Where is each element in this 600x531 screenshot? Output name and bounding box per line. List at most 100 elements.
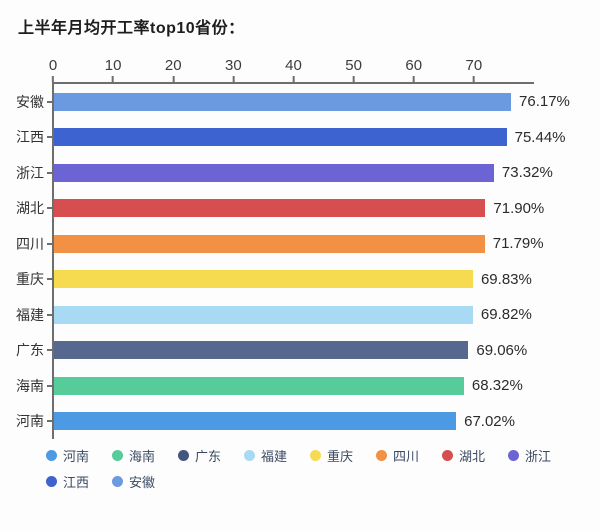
legend-item[interactable]: 江西 [46,473,92,490]
value-label: 71.79% [492,235,544,253]
bar[interactable] [54,412,457,431]
bar[interactable] [54,234,485,253]
legend-dot-icon [310,449,321,461]
bar-row: 福建 69.82% [16,297,534,333]
bar[interactable] [54,341,469,360]
x-axis-tick: 40 [285,55,302,82]
legend-dot-icon [46,475,57,487]
x-axis-tick: 30 [225,55,242,82]
legend-item[interactable]: 河南 [46,447,92,464]
legend: 河南 海南 广东 福建 重庆 四川 湖北 浙江 江西 安徽 [46,447,570,490]
category-label: 河南 [16,413,44,430]
category-label: 广东 [16,342,44,359]
x-axis-tick-mark [292,76,295,82]
x-axis: 0 10 20 30 40 50 60 70 [49,52,534,82]
category-label: 重庆 [16,271,44,288]
legend-dot-icon [178,449,189,461]
legend-label: 安徽 [129,474,156,490]
bar[interactable] [54,92,512,111]
x-axis-tick-mark [412,76,415,82]
x-axis-tick: 50 [345,55,362,82]
legend-dot-icon [244,449,255,461]
category-tick-mark [47,242,52,245]
legend-label: 广东 [195,448,222,464]
legend-item[interactable]: 四川 [376,447,422,464]
x-axis-tick-label: 70 [465,57,483,74]
x-axis-tick-label: 60 [405,57,423,74]
bar[interactable] [54,128,507,147]
legend-dot-icon [442,449,453,461]
category-tick-mark [47,136,52,139]
category-tick-mark [47,349,52,352]
value-label: 69.83% [480,270,532,288]
legend-dot-icon [112,475,123,487]
legend-item[interactable]: 湖北 [442,447,488,464]
category-tick-mark [47,171,52,174]
legend-item[interactable]: 重庆 [310,447,356,464]
value-label: 67.02% [464,412,515,430]
category-label: 四川 [16,235,44,252]
legend-dot-icon [112,449,123,461]
x-axis-tick-mark [112,76,115,82]
y-axis-line [52,82,54,439]
x-axis-tick-mark [172,76,175,82]
bar-row: 浙江 73.32% [16,155,553,191]
legend-label: 海南 [129,448,156,464]
bar[interactable] [54,270,473,289]
chart-title: 上半年月均开工率top10省份： [18,20,245,37]
legend-item[interactable]: 浙江 [508,447,554,464]
bar-row: 四川 71.79% [16,226,544,262]
legend-dot-icon [508,449,519,461]
bar-row: 江西 75.44% [16,120,566,156]
bar[interactable] [54,199,486,218]
value-label: 75.44% [514,128,566,146]
bar-row: 广东 69.06% [16,333,534,369]
legend-item[interactable]: 福建 [244,447,290,464]
bar[interactable] [54,163,494,182]
value-label: 69.82% [480,306,532,324]
category-label: 福建 [16,306,44,323]
legend-item[interactable]: 海南 [112,447,158,464]
value-label: 76.17% [519,93,570,111]
x-axis-tick: 10 [104,55,122,82]
legend-dot-icon [46,449,57,461]
x-axis-tick-label: 20 [164,57,182,74]
bar-row: 湖北 71.90% [16,191,544,227]
bar-row: 海南 68.32% [16,368,534,404]
bar-row: 安徽 76.17% [16,84,570,120]
legend-label: 河南 [63,448,90,464]
x-axis-tick-mark [52,76,54,82]
x-axis-tick-mark [232,76,235,82]
category-label: 安徽 [16,93,44,110]
category-tick-mark [47,278,52,281]
x-axis-tick: 60 [405,55,422,82]
legend-label: 重庆 [327,448,354,464]
x-axis-tick-label: 40 [285,57,302,74]
x-axis-tick: 20 [165,55,182,82]
value-label: 69.06% [476,341,528,359]
legend-label: 湖北 [459,448,486,464]
x-axis-tick: 0 [49,55,57,82]
plot-area: 安徽 76.17% 江西 75.44% 浙江 73.32% 湖北 71.90% … [16,84,570,440]
category-tick-mark [47,100,52,103]
category-tick-mark [47,207,52,210]
x-axis-tick-mark [352,76,355,82]
legend-label: 四川 [393,448,420,464]
x-axis-tick-label: 50 [345,57,362,74]
category-tick-mark [47,420,52,423]
x-axis-tick-label: 30 [225,57,242,74]
category-label: 湖北 [16,200,44,217]
category-tick-mark [47,313,52,316]
legend-label: 浙江 [525,448,552,464]
legend-item[interactable]: 安徽 [112,473,158,490]
legend-label: 福建 [261,448,288,464]
category-label: 江西 [16,129,44,146]
legend-item[interactable]: 广东 [178,447,224,464]
x-axis-tick-label: 10 [104,57,122,74]
bar[interactable] [54,305,473,324]
x-axis-line [52,82,534,84]
bar-row: 河南 67.02% [16,404,534,440]
bar[interactable] [54,376,464,395]
x-axis-tick-mark [472,76,475,82]
